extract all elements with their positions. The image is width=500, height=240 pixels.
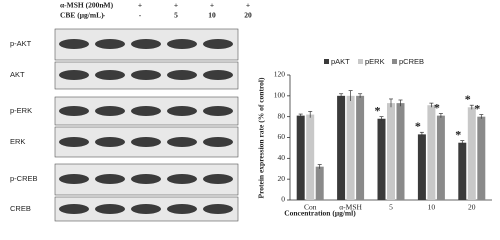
band bbox=[95, 137, 125, 147]
band bbox=[131, 106, 161, 116]
x-tick-label: Con bbox=[304, 203, 317, 212]
lane-value: + bbox=[174, 1, 178, 10]
band bbox=[203, 204, 233, 214]
bar bbox=[387, 103, 395, 200]
band bbox=[131, 204, 161, 214]
lane-value: + bbox=[210, 1, 214, 10]
legend-label: pAKT bbox=[331, 57, 350, 66]
band bbox=[95, 70, 125, 80]
band bbox=[95, 39, 125, 49]
band bbox=[95, 174, 125, 184]
treatment-label: α-MSH (200nM) bbox=[60, 1, 114, 10]
y-axis-label: Protein expression rate (% of control) bbox=[257, 77, 266, 199]
significance-mark: * bbox=[375, 103, 381, 117]
x-axis-label: Concentration (μg/ml) bbox=[284, 209, 356, 218]
significance-mark: * bbox=[465, 92, 471, 106]
y-tick-label: 80 bbox=[278, 111, 286, 120]
significance-mark: * bbox=[455, 127, 461, 141]
lane-value: - bbox=[103, 1, 106, 10]
bar bbox=[477, 116, 486, 200]
lane-value: 10 bbox=[208, 11, 216, 20]
band bbox=[59, 204, 89, 214]
y-tick-label: 60 bbox=[278, 132, 286, 141]
bar bbox=[427, 105, 436, 200]
x-tick-label: α-MSH bbox=[339, 203, 362, 212]
lane-value: 5 bbox=[174, 11, 178, 20]
legend-label: pCREB bbox=[399, 57, 424, 66]
band bbox=[203, 106, 233, 116]
y-tick-label: 100 bbox=[274, 91, 286, 100]
blot-label: p-CREB bbox=[10, 174, 38, 183]
significance-mark: * bbox=[415, 119, 421, 133]
y-tick-label: 40 bbox=[278, 153, 286, 162]
bar bbox=[417, 134, 426, 200]
x-tick-label: 20 bbox=[468, 203, 476, 212]
band bbox=[95, 204, 125, 214]
bar bbox=[377, 118, 386, 200]
band bbox=[59, 39, 89, 49]
bar bbox=[315, 166, 324, 200]
significance-mark: * bbox=[474, 101, 480, 115]
significance-mark: * bbox=[434, 100, 440, 114]
band bbox=[167, 106, 197, 116]
bar bbox=[458, 142, 467, 200]
bar bbox=[467, 107, 476, 200]
band bbox=[131, 70, 161, 80]
band bbox=[167, 137, 197, 147]
lane-value: 20 bbox=[244, 11, 252, 20]
band bbox=[203, 137, 233, 147]
bar bbox=[436, 115, 445, 200]
bar bbox=[296, 115, 305, 200]
legend-swatch bbox=[324, 59, 329, 64]
band bbox=[131, 174, 161, 184]
band bbox=[167, 204, 197, 214]
band bbox=[131, 137, 161, 147]
blot-label: p-ERK bbox=[10, 106, 32, 115]
band bbox=[59, 174, 89, 184]
y-tick-label: 20 bbox=[278, 174, 286, 183]
x-tick-label: 10 bbox=[428, 203, 436, 212]
y-tick-label: 120 bbox=[274, 70, 286, 79]
legend-label: pERK bbox=[365, 57, 385, 66]
band bbox=[59, 137, 89, 147]
band bbox=[167, 39, 197, 49]
band bbox=[203, 70, 233, 80]
lane-value: - bbox=[139, 11, 142, 20]
blot-label: AKT bbox=[10, 70, 25, 79]
bar bbox=[396, 103, 405, 200]
figure: Concentration (μg/ml) Protein expression… bbox=[10, 1, 492, 222]
legend-swatch bbox=[392, 59, 397, 64]
band bbox=[95, 106, 125, 116]
bar bbox=[356, 95, 365, 200]
band bbox=[131, 39, 161, 49]
bar bbox=[306, 114, 315, 200]
legend-swatch bbox=[358, 59, 363, 64]
lane-value: + bbox=[138, 1, 142, 10]
x-tick-label: 5 bbox=[389, 203, 393, 212]
blot-label: CREB bbox=[10, 204, 31, 213]
blot-label: ERK bbox=[10, 137, 25, 146]
bar bbox=[337, 95, 346, 200]
band bbox=[167, 174, 197, 184]
lane-value: + bbox=[246, 1, 250, 10]
band bbox=[203, 174, 233, 184]
band bbox=[59, 70, 89, 80]
bar bbox=[346, 95, 355, 200]
blot-label: p-AKT bbox=[10, 39, 32, 48]
band bbox=[59, 106, 89, 116]
treatment-label: CBE (μg/mL) bbox=[60, 11, 104, 20]
y-tick-label: 0 bbox=[281, 195, 285, 204]
lane-value: - bbox=[103, 11, 106, 20]
blot-boxes bbox=[54, 28, 239, 222]
band bbox=[167, 70, 197, 80]
band bbox=[203, 39, 233, 49]
